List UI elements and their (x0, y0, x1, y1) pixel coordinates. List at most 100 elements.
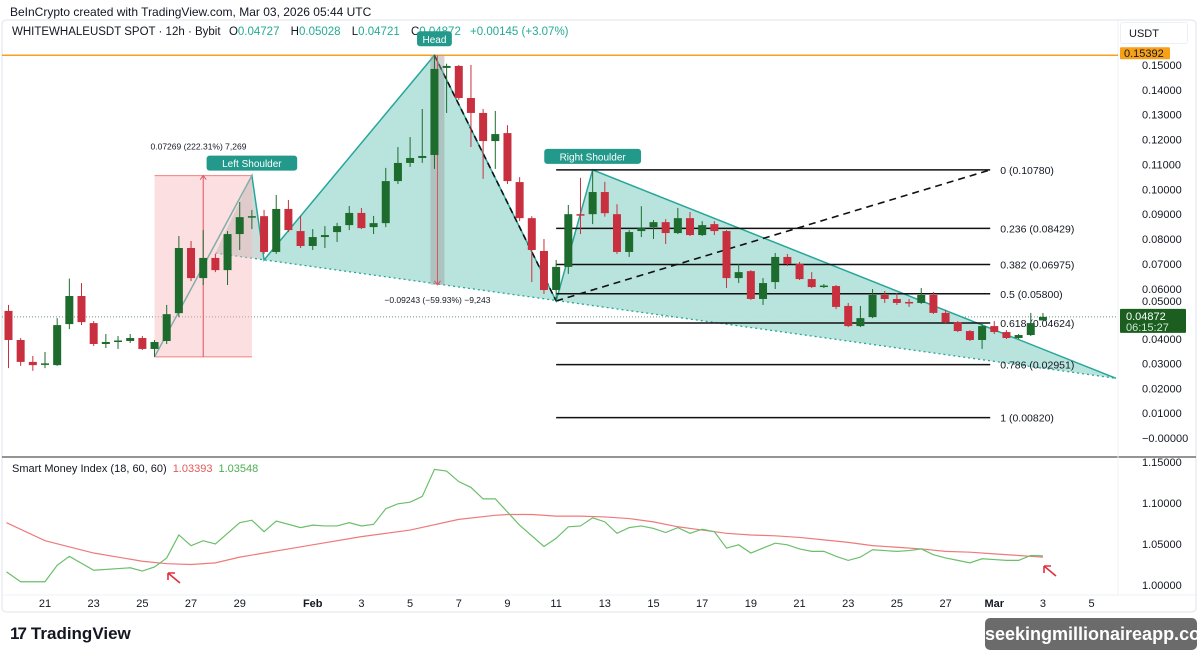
candle-body (880, 294, 889, 299)
measure-down-arrowhead (434, 280, 441, 286)
candle-body (564, 214, 573, 267)
candle-body (65, 295, 74, 325)
price-tick-label: 0.02000 (1142, 383, 1182, 395)
candle-body (856, 318, 865, 327)
price-unit-button[interactable]: USDT (1120, 22, 1188, 44)
crossover-arrow-icon (167, 572, 181, 584)
candle-body (381, 181, 390, 224)
candle-body (588, 192, 597, 215)
candle-body (369, 223, 378, 228)
candle-body (819, 285, 828, 288)
fib-level-label: 0.618 (0.04624) (1000, 318, 1074, 330)
change-value: +0.00145 (+3.07%) (470, 26, 569, 38)
fib-level-label: 0.786 (0.02951) (1000, 360, 1074, 372)
time-tick-label: 3 (1040, 598, 1046, 610)
candle-body (126, 338, 135, 342)
candle-body (345, 212, 354, 226)
candle-body (807, 279, 816, 288)
candle-body (990, 326, 999, 333)
candle-body (442, 65, 451, 68)
candle-body (771, 256, 780, 283)
fib-level-label: 0.5 (0.05800) (1000, 289, 1062, 301)
last-price-tag (1120, 308, 1186, 333)
smi-title: Smart Money Index (18, 60, 60) (12, 463, 167, 475)
tradingview-logo[interactable]: 17 TradingView (10, 624, 131, 644)
price-tick-label: 0.14000 (1142, 85, 1182, 97)
candle-body (296, 231, 305, 247)
time-tick-label: 29 (234, 598, 246, 610)
time-tick-label: 27 (939, 598, 951, 610)
smi-tick-label: 1.05000 (1142, 539, 1182, 551)
candle-body (53, 325, 62, 366)
candle-body (953, 322, 962, 332)
head-drop-dashed-line (433, 54, 557, 302)
chart-frame (1, 19, 1197, 613)
symbol-title[interactable]: WHITEWHALEUSDT SPOT · 12h · Bybit (12, 26, 221, 38)
time-tick-label: 19 (745, 598, 757, 610)
last-price-tag-label: 0.04872 (1126, 311, 1166, 323)
candle-body (320, 235, 329, 238)
candle-body (89, 323, 98, 344)
candle-body (114, 340, 123, 343)
open-label: O (228, 26, 238, 38)
price-tick-label: 0.10000 (1142, 184, 1182, 196)
candle-body (77, 295, 86, 323)
candle-body (418, 155, 427, 158)
candle-body (795, 263, 804, 280)
candle-body (746, 271, 755, 299)
head-badge: Head (417, 31, 452, 47)
watermark: seekingmillionaireapp.com (985, 618, 1200, 650)
candle-body (941, 312, 950, 323)
candle-body (138, 338, 147, 349)
candle-body (479, 112, 488, 142)
candle-body (272, 208, 281, 252)
price-tick-label: 0.03000 (1142, 358, 1182, 370)
head-badge-bg (417, 31, 452, 47)
left-shoulder-badge-bg (206, 155, 298, 171)
right-shoulder-label: Right Shoulder (560, 152, 627, 163)
price-tick-label: 0.06000 (1142, 284, 1182, 296)
candle-body (406, 157, 415, 163)
candle-body (686, 218, 695, 236)
neckline-dotted (215, 252, 1117, 379)
crossover-arrow-icon (1043, 565, 1057, 577)
price-tick-label: −0.00000 (1142, 433, 1188, 445)
candle-body (247, 216, 256, 218)
candle-body (892, 298, 901, 303)
smi-line-value: 1.03548 (218, 463, 258, 475)
fib-level-label: 1 (0.00820) (1000, 413, 1054, 425)
candle-body (539, 250, 548, 291)
price-tick-label: 0.11000 (1142, 159, 1181, 171)
price-tick-label: 0.07000 (1142, 259, 1182, 271)
measure-up-arrowhead (199, 174, 207, 180)
candle-body (978, 326, 987, 341)
fib-level-label: 0.382 (0.06975) (1000, 260, 1074, 272)
time-tick-label: 5 (407, 598, 413, 610)
candle-body (734, 272, 743, 279)
candle-body (710, 224, 719, 232)
candle-body (868, 294, 877, 318)
candle-body (235, 217, 244, 235)
left-shoulder-badge: Left Shoulder (206, 155, 298, 171)
candle-body (454, 65, 463, 99)
candle-body (965, 331, 974, 341)
candle-body (41, 363, 49, 365)
chart-attribution: BeInCrypto created with TradingView.com,… (10, 5, 372, 19)
left-shoulder-label: Left Shoulder (222, 159, 282, 170)
time-tick-label: 9 (504, 598, 510, 610)
candle-body (844, 305, 853, 327)
fib-level-label: 0 (0.10780) (1000, 165, 1054, 177)
price-tick-label: 0.08000 (1142, 234, 1182, 246)
smi-signal-value: 1.03393 (173, 463, 213, 475)
time-tick-label: 7 (456, 598, 462, 610)
candle-body (673, 218, 682, 234)
candle-body (150, 342, 159, 349)
candle-body (552, 266, 561, 291)
candle-body (1014, 335, 1023, 339)
candle-body (759, 283, 768, 299)
high-price-tag (1120, 47, 1170, 60)
candle-body (16, 340, 25, 362)
time-tick-label: 25 (891, 598, 903, 610)
close-label: C (410, 26, 420, 38)
